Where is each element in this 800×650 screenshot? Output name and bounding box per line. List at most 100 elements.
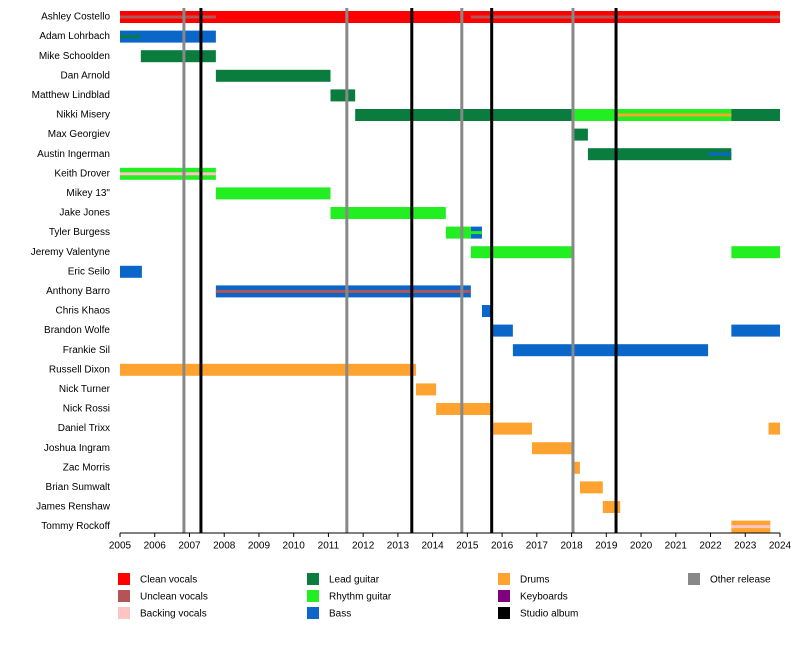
role-bar <box>120 30 216 43</box>
role-bar <box>731 246 780 259</box>
x-tick-label: 2021 <box>665 541 688 552</box>
legend-swatch <box>688 573 700 585</box>
role-bar <box>571 128 588 141</box>
legend-label: Other release <box>710 575 771 586</box>
legend-swatch <box>498 607 510 619</box>
x-tick-label: 2006 <box>144 541 167 552</box>
x-tick-label: 2010 <box>283 541 306 552</box>
x-tick-label: 2007 <box>178 541 201 552</box>
legend-swatch <box>118 607 130 619</box>
role-bar <box>602 501 621 513</box>
member-name: Russell Dixon <box>49 364 110 375</box>
legend-label: Rhythm guitar <box>329 592 392 603</box>
x-tick-label: 2018 <box>560 541 583 552</box>
role-bar <box>470 246 572 259</box>
legend-label: Keyboards <box>520 592 568 603</box>
legend-label: Backing vocals <box>140 609 207 620</box>
x-tick-label: 2011 <box>318 541 340 552</box>
role-bar <box>512 344 709 357</box>
role-stripe <box>708 152 732 156</box>
legend-swatch <box>498 590 510 602</box>
legend-label: Bass <box>329 609 351 620</box>
legend-label: Drums <box>520 575 549 586</box>
member-name: Jeremy Valentyne <box>31 247 111 258</box>
role-bar <box>120 265 142 278</box>
x-tick-label: 2014 <box>422 541 445 552</box>
member-name: Matthew Lindblad <box>32 90 110 101</box>
role-bar <box>436 403 494 415</box>
x-tick-label: 2024 <box>769 541 792 552</box>
member-name: Keith Drover <box>54 168 110 179</box>
member-name: Brian Sumwalt <box>46 482 111 493</box>
member-name: Jake Jones <box>59 208 110 219</box>
member-name: Brandon Wolfe <box>44 325 110 336</box>
member-name: Nick Turner <box>59 384 111 395</box>
role-bar <box>571 461 580 474</box>
legend-label: Lead guitar <box>329 575 380 586</box>
legend-label: Studio album <box>520 609 578 620</box>
member-name: Adam Lohrbach <box>39 31 110 42</box>
x-tick-label: 2008 <box>213 541 236 552</box>
x-tick-label: 2016 <box>491 541 514 552</box>
member-name: Nikki Misery <box>56 110 110 121</box>
member-name: Joshua Ingram <box>44 443 110 454</box>
legend-swatch <box>307 573 319 585</box>
role-stripe <box>215 289 471 293</box>
role-bar <box>215 187 331 200</box>
legend-label: Unclean vocals <box>140 592 208 603</box>
role-bar <box>768 422 780 435</box>
role-bar <box>587 148 732 161</box>
role-stripe <box>617 113 732 117</box>
member-name: Max Georgiev <box>48 129 110 140</box>
member-name: Tyler Burgess <box>49 227 110 238</box>
legend-swatch <box>118 590 130 602</box>
role-stripe <box>120 35 141 39</box>
legend-label: Clean vocals <box>140 575 197 586</box>
member-name: Zac Morris <box>63 462 110 473</box>
x-tick-label: 2005 <box>109 541 132 552</box>
member-name: Austin Ingerman <box>37 149 110 160</box>
member-name: Mikey 13" <box>66 188 110 199</box>
x-tick-label: 2017 <box>526 541 549 552</box>
x-tick-label: 2015 <box>456 541 479 552</box>
role-bar <box>330 207 446 219</box>
member-name: Frankie Sil <box>63 345 110 356</box>
x-tick-label: 2020 <box>630 541 653 552</box>
x-tick-label: 2013 <box>387 541 410 552</box>
role-stripe <box>470 15 780 19</box>
legend-swatch <box>307 607 319 619</box>
role-bar <box>445 226 471 239</box>
legend-swatch <box>118 573 130 585</box>
role-stripe <box>120 172 216 176</box>
x-tick-label: 2023 <box>734 541 757 552</box>
role-bar <box>731 324 780 337</box>
legend-swatch <box>307 590 319 602</box>
role-bar <box>493 422 532 435</box>
role-bar <box>140 50 216 63</box>
member-name: James Renshaw <box>36 502 111 513</box>
role-bar <box>330 89 356 102</box>
member-name: Chris Khaos <box>56 306 110 317</box>
role-bar <box>120 363 416 376</box>
role-bar <box>579 481 603 494</box>
member-name: Ashley Costello <box>41 12 110 23</box>
role-bar <box>492 324 513 337</box>
role-bar <box>415 383 437 396</box>
member-name: Eric Seilo <box>68 266 111 277</box>
member-name: Anthony Barro <box>46 286 110 297</box>
role-bar <box>531 442 572 455</box>
x-tick-label: 2019 <box>595 541 618 552</box>
x-tick-label: 2022 <box>699 541 722 552</box>
legend-swatch <box>498 573 510 585</box>
x-tick-label: 2012 <box>352 541 375 552</box>
member-name: Tommy Rockoff <box>41 521 110 532</box>
x-tick-label: 2009 <box>248 541 271 552</box>
member-name: Daniel Trixx <box>58 423 110 434</box>
member-name: Dan Arnold <box>61 70 110 81</box>
role-stripe <box>120 15 216 19</box>
role-bar <box>481 305 493 317</box>
member-name: Nick Rossi <box>63 404 110 415</box>
role-stripe <box>470 231 482 235</box>
role-bar <box>215 69 331 82</box>
